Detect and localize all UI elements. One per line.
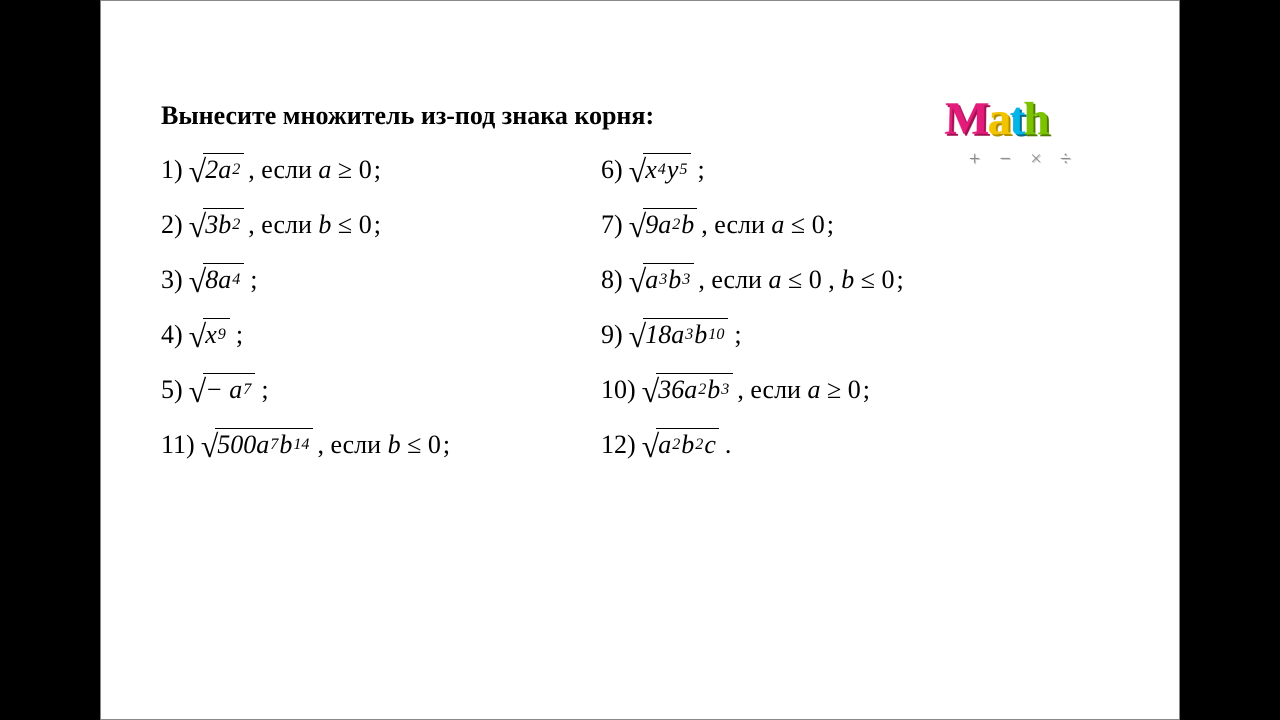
problem-10: 10) √36a2b3 , если a ≥ 0 ; <box>601 373 1121 406</box>
problem-12: 12) √a2b2c . <box>601 428 731 461</box>
problem-number: 6) <box>601 155 623 185</box>
problem-number: 7) <box>601 210 623 240</box>
tail: ; <box>827 210 834 240</box>
problem-number: 8) <box>601 265 623 295</box>
sqrt-icon: √3b2 <box>189 208 245 241</box>
tail: ; <box>697 155 704 185</box>
problem-8: 8) √a3b3 , если a ≤ 0 , b ≤ 0 ; <box>601 263 1121 296</box>
radicand: a2b2c <box>656 428 719 461</box>
sqrt-icon: √x4y5 <box>629 153 692 186</box>
content: Вынесите множитель из-под знака корня: 1… <box>161 101 1121 461</box>
problem-11: 11) √500a7b14 , если b ≤ 0 ; <box>161 428 601 461</box>
radicand: 18a3b10 <box>643 318 728 351</box>
tail: ; <box>250 265 257 295</box>
sqrt-icon: √− a7 <box>189 373 256 406</box>
condition: , если a ≤ 0 , b ≤ 0 <box>698 265 894 295</box>
tail: ; <box>734 320 741 350</box>
sqrt-icon: √36a2b3 <box>642 373 734 406</box>
sqrt-icon: √500a7b14 <box>201 428 314 461</box>
tail: ; <box>374 210 381 240</box>
radicand: 9a2b <box>643 208 697 241</box>
condition: , если a ≥ 0 <box>737 375 860 405</box>
sqrt-icon: √8a4 <box>189 263 245 296</box>
problem-number: 1) <box>161 155 183 185</box>
column-left: 1) √2a2 , если a ≥ 0 ; 2) √3b2 , если b … <box>161 153 601 406</box>
problem-6: 6) √x4y5 ; <box>601 153 1121 186</box>
problem-1: 1) √2a2 , если a ≥ 0 ; <box>161 153 601 186</box>
radicand: 36a2b3 <box>656 373 733 406</box>
sqrt-icon: √a3b3 <box>629 263 695 296</box>
tail: ; <box>443 430 450 460</box>
radicand: 2a2 <box>203 153 244 186</box>
problem-number: 4) <box>161 320 183 350</box>
document-frame: M a t h + − × ÷ Вынесите множитель из-по… <box>100 0 1180 720</box>
sqrt-icon: √x9 <box>189 318 230 351</box>
tail: . <box>725 430 732 460</box>
problem-7: 7) √9a2b , если a ≤ 0 ; <box>601 208 1121 241</box>
sqrt-icon: √9a2b <box>629 208 698 241</box>
tail: ; <box>863 375 870 405</box>
problem-4: 4) √x9 ; <box>161 318 601 351</box>
condition: , если a ≥ 0 <box>248 155 371 185</box>
condition: , если b ≤ 0 <box>248 210 371 240</box>
problem-5: 5) √− a7 ; <box>161 373 601 406</box>
radicand: 8a4 <box>203 263 244 296</box>
radicand: x4y5 <box>643 153 691 186</box>
problem-2: 2) √3b2 , если b ≤ 0 ; <box>161 208 601 241</box>
condition: , если a ≤ 0 <box>701 210 824 240</box>
problem-number: 12) <box>601 430 636 460</box>
problem-number: 9) <box>601 320 623 350</box>
problem-number: 2) <box>161 210 183 240</box>
sqrt-icon: √a2b2c <box>642 428 719 461</box>
sqrt-icon: √18a3b10 <box>629 318 729 351</box>
column-right: 6) √x4y5 ; 7) √9a2b , если a ≤ 0 ; 8) √a… <box>601 153 1121 406</box>
problem-number: 3) <box>161 265 183 295</box>
problem-9: 9) √18a3b10 ; <box>601 318 1121 351</box>
problem-number: 11) <box>161 430 195 460</box>
problem-number: 10) <box>601 375 636 405</box>
columns: 1) √2a2 , если a ≥ 0 ; 2) √3b2 , если b … <box>161 153 1121 406</box>
exercise-title: Вынесите множитель из-под знака корня: <box>161 101 1121 131</box>
radicand: a3b3 <box>643 263 694 296</box>
sqrt-icon: √2a2 <box>189 153 245 186</box>
radicand: 500a7b14 <box>215 428 313 461</box>
tail: ; <box>236 320 243 350</box>
tail: ; <box>897 265 904 295</box>
condition: , если b ≤ 0 <box>317 430 440 460</box>
problem-number: 5) <box>161 375 183 405</box>
tail: ; <box>261 375 268 405</box>
problem-3: 3) √8a4 ; <box>161 263 601 296</box>
tail: ; <box>374 155 381 185</box>
radicand: x9 <box>203 318 230 351</box>
radicand: 3b2 <box>203 208 244 241</box>
radicand: − a7 <box>203 373 255 406</box>
bottom-row: 11) √500a7b14 , если b ≤ 0 ; 12) √a2b2c … <box>161 428 1121 461</box>
